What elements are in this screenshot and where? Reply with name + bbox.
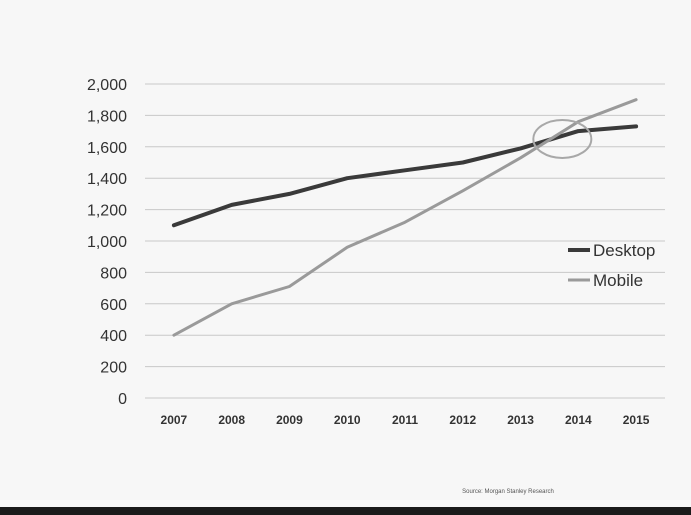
y-tick-label: 2,000	[87, 77, 127, 94]
source-note: Source: Morgan Stanley Research	[462, 489, 554, 495]
x-tick-label: 2015	[623, 413, 650, 427]
y-tick-label: 1,400	[87, 171, 127, 188]
crossover-ellipse	[532, 118, 593, 159]
y-tick-label: 0	[118, 391, 127, 408]
x-tick-label: 2011	[392, 413, 418, 427]
legend: Desktop Mobile	[568, 241, 655, 290]
annotations	[532, 118, 593, 159]
x-tick-label: 2014	[565, 413, 592, 427]
y-tick-label: 1,800	[87, 108, 127, 125]
grid-lines	[145, 83, 665, 399]
y-tick-label: 800	[100, 265, 127, 282]
y-tick-label: 400	[100, 328, 127, 345]
x-tick-label: 2010	[334, 413, 361, 427]
x-tick-label: 2009	[276, 413, 303, 427]
x-tick-label: 2012	[449, 413, 476, 427]
series-line-mobile	[172, 98, 638, 337]
y-tick-label: 1,000	[87, 234, 127, 251]
y-axis-ticks: 0 200 400 600 800 1,000 1,200 1,400 1,600 1,800 2,…	[87, 77, 127, 408]
x-tick-label: 2013	[507, 413, 534, 427]
y-tick-label: 1,600	[87, 140, 127, 157]
series-lines	[171, 98, 639, 337]
y-tick-label: 200	[100, 360, 127, 377]
y-tick-label: 600	[100, 297, 127, 314]
y-tick-label: 1,200	[87, 203, 127, 220]
x-tick-label: 2007	[161, 413, 188, 427]
legend-label-mobile: Mobile	[593, 271, 643, 290]
x-tick-label: 2008	[218, 413, 245, 427]
x-axis-ticks: 2007 2008 2009 2010 2011 2012 2013 2014 2015	[161, 413, 650, 427]
series-line-desktop	[171, 124, 639, 228]
legend-label-desktop: Desktop	[593, 241, 655, 260]
bottom-border	[0, 507, 691, 515]
